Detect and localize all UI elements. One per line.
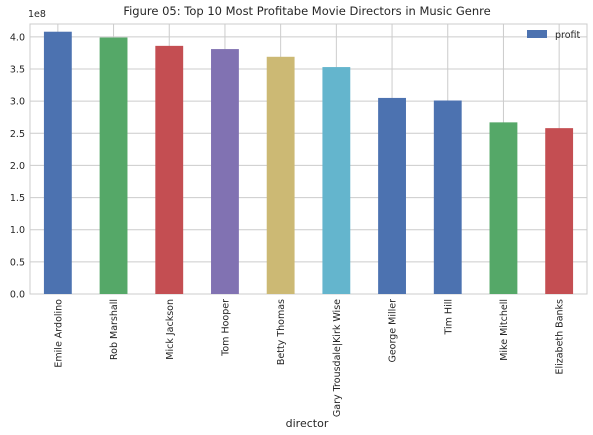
bar-betty-thomas [266,56,295,295]
x-tick-label: Gary Trousdale|Kirk Wise [332,299,343,417]
chart-title: Figure 05: Top 10 Most Profitabe Movie D… [123,4,490,18]
x-tick-labels: Emile Ardolino Rob Marshall Mick Jackson To… [53,299,565,417]
y-tick-label: 4.0 [10,32,25,43]
legend-swatch-profit [527,30,547,38]
y-tick-label: 1.0 [10,225,25,236]
bar-rob-marshall [99,37,128,294]
y-offset-label: 1e8 [28,9,46,20]
y-tick-label: 2.0 [10,161,25,172]
y-tick-label: 1.5 [10,193,25,204]
x-tick-label: Emile Ardolino [53,299,64,368]
x-tick-label: Mike Mitchell [499,299,510,361]
bar-gary-trousdale-kirk-wise [322,67,351,294]
x-tick-label: Elizabeth Banks [555,299,566,375]
bar-tom-hooper [211,49,239,295]
bar-mike-mitchell [489,122,518,294]
y-tick-label: 0.5 [10,257,25,268]
x-tick-label: Tim Hill [443,299,454,336]
bars [43,31,574,295]
bar-tim-hill [433,100,462,294]
x-axis-label: director [286,417,329,430]
x-tick-label: Mick Jackson [165,299,176,360]
y-tick-label: 2.5 [10,129,25,140]
bar-elizabeth-banks [545,128,574,294]
y-tick-label: 3.5 [10,65,25,76]
y-tick-label: 0.0 [10,290,25,301]
x-tick-label: George Miller [388,299,399,363]
y-tick-labels: 0.0 0.5 1.0 1.5 2.0 2.5 3.0 3.5 4.0 [10,32,25,300]
x-tick-label: Tom Hooper [220,299,231,357]
legend-label-profit: profit [555,30,581,41]
x-tick-label: Rob Marshall [109,299,120,360]
bar-emile-ardolino [43,31,72,294]
x-tick-label: Betty Thomas [276,299,287,365]
y-tick-label: 3.0 [10,97,25,108]
legend: profit [527,30,581,41]
bar-george-miller [378,97,406,294]
plot-frame [29,23,588,295]
bar-mick-jackson [155,45,184,294]
